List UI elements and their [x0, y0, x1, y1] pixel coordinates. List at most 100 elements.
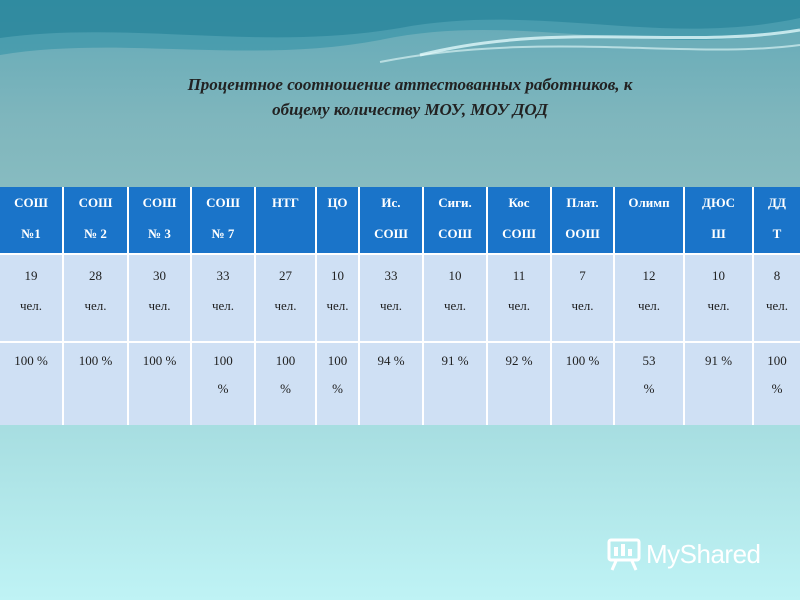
header-line: № 2 — [84, 226, 107, 241]
percent-line: 91 % — [704, 353, 733, 368]
percent-cell: 91 % — [684, 341, 754, 425]
percent-line: % — [771, 381, 783, 396]
count-cell: 28 чел. — [63, 253, 129, 342]
percent-line: % — [280, 381, 291, 396]
count-line: чел. — [637, 298, 661, 313]
header-line: СОШ — [78, 195, 113, 210]
count-line: чел. — [707, 298, 730, 313]
header-line: НТГ — [271, 195, 300, 210]
percent-cell: 53% — [614, 341, 685, 425]
count-line: чел. — [148, 298, 171, 313]
column-header: СОШ № 2 — [63, 187, 129, 254]
count-line: 33 — [384, 268, 398, 283]
column-header: СОШ №1 — [0, 187, 64, 254]
count-line: 12 — [642, 268, 656, 283]
header-line: Ис. — [381, 195, 401, 210]
header-line: СОШ — [206, 195, 240, 210]
column-header: Плат. ООШ — [551, 187, 615, 254]
percent-cell: 100 % — [128, 341, 192, 425]
count-line: 19 — [24, 268, 38, 283]
percent-line: 100 — [275, 353, 296, 368]
count-line: чел. — [84, 298, 107, 313]
count-line: 30 — [153, 268, 166, 283]
column-header: НТГ — [255, 187, 317, 254]
count-cell: 7 чел. — [551, 253, 615, 342]
percent-line: % — [217, 381, 229, 396]
slide-title: Процентное соотношение аттестованных раб… — [110, 72, 710, 122]
percent-line: 92 % — [505, 353, 533, 368]
count-line: чел. — [379, 298, 403, 313]
presentation-board-icon — [607, 538, 641, 571]
header-line: ДД — [768, 195, 786, 210]
count-cell: 8 чел. — [753, 253, 800, 342]
title-line-1: Процентное соотношение аттестованных раб… — [187, 75, 633, 94]
count-line: чел. — [443, 298, 467, 313]
percent-line: 100 % — [14, 353, 48, 368]
title-line-2: общему количеству МОУ, МОУ ДОД — [272, 100, 548, 119]
column-header: Кос СОШ — [487, 187, 552, 254]
count-cell: 33 чел. — [359, 253, 424, 342]
count-line: чел. — [507, 298, 531, 313]
header-row: СОШ №1 СОШ № 2 СОШ № 3 СОШ № 7 НТГ ЦО Ис. СОШ Сиги. С… — [0, 187, 800, 254]
percent-line: 100 % — [78, 353, 113, 368]
count-cell: 10 чел. — [316, 253, 360, 342]
count-line: 28 — [89, 268, 102, 283]
percent-line: 53 — [642, 353, 656, 368]
count-line: чел. — [274, 298, 297, 313]
percent-cell: 100 % — [63, 341, 129, 425]
wave-decoration — [0, 0, 800, 63]
percent-line: 100 — [213, 353, 233, 368]
header-line: Олимп — [628, 195, 670, 210]
header-line: СОШ — [142, 195, 177, 210]
count-line: чел. — [571, 298, 594, 313]
header-line: ООШ — [565, 226, 600, 241]
header-line: Ш — [711, 226, 726, 241]
percent-cell: 100 % — [551, 341, 615, 425]
header-line: Кос — [508, 195, 530, 210]
percent-cell: 94 % — [359, 341, 424, 425]
column-header: ДД Т — [753, 187, 800, 254]
percent-line: 100 — [767, 353, 787, 368]
percent-line: 100 % — [565, 353, 600, 368]
count-line: чел. — [211, 298, 235, 313]
percent-line: 100 % — [142, 353, 177, 368]
count-cell: 10 чел. — [423, 253, 488, 342]
count-line: 8 — [773, 268, 781, 283]
percent-line: 94 % — [377, 353, 405, 368]
count-cell: 30 чел. — [128, 253, 192, 342]
column-header: ЦО — [316, 187, 360, 254]
header-line: СОШ — [374, 226, 408, 241]
column-header: Сиги. СОШ — [423, 187, 488, 254]
column-header: Олимп — [614, 187, 685, 254]
count-line: 11 — [512, 268, 526, 283]
count-cell: 27 чел. — [255, 253, 317, 342]
column-header: СОШ № 3 — [128, 187, 192, 254]
count-line: чел. — [326, 298, 349, 313]
header-line: Сиги. — [438, 195, 472, 210]
header-line: СОШ — [502, 226, 536, 241]
header-line: ДЮС — [702, 195, 735, 210]
count-line: 27 — [279, 268, 292, 283]
count-cell: 10 чел. — [684, 253, 754, 342]
percent-cell: 100 % — [0, 341, 64, 425]
watermark-text: MyShared — [646, 538, 761, 569]
percent-line: % — [643, 381, 655, 396]
attestation-table: СОШ №1 СОШ № 2 СОШ № 3 СОШ № 7 НТГ ЦО Ис. СОШ Сиги. С… — [0, 187, 800, 425]
count-line: чел. — [765, 298, 789, 313]
header-line: СОШ — [14, 195, 48, 210]
percent-line: 91 % — [441, 353, 469, 368]
header-line: СОШ — [438, 226, 472, 241]
column-header: Ис. СОШ — [359, 187, 424, 254]
watermark-logo: MyShared — [606, 536, 761, 572]
count-cell: 11 чел. — [487, 253, 552, 342]
percent-cell: 100% — [191, 341, 256, 425]
percent-cell: 100% — [753, 341, 800, 425]
count-cell: 33 чел. — [191, 253, 256, 342]
percent-line: % — [332, 381, 343, 396]
percent-cell: 100% — [316, 341, 360, 425]
percent-cell: 91 % — [423, 341, 488, 425]
header-line: № 7 — [211, 226, 235, 241]
column-header: СОШ № 7 — [191, 187, 256, 254]
count-row: 19 чел. 28 чел. 30 чел. 33 чел. 27 чел. 10 чел. 33 че… — [0, 253, 800, 342]
count-line: 10 — [448, 268, 462, 283]
